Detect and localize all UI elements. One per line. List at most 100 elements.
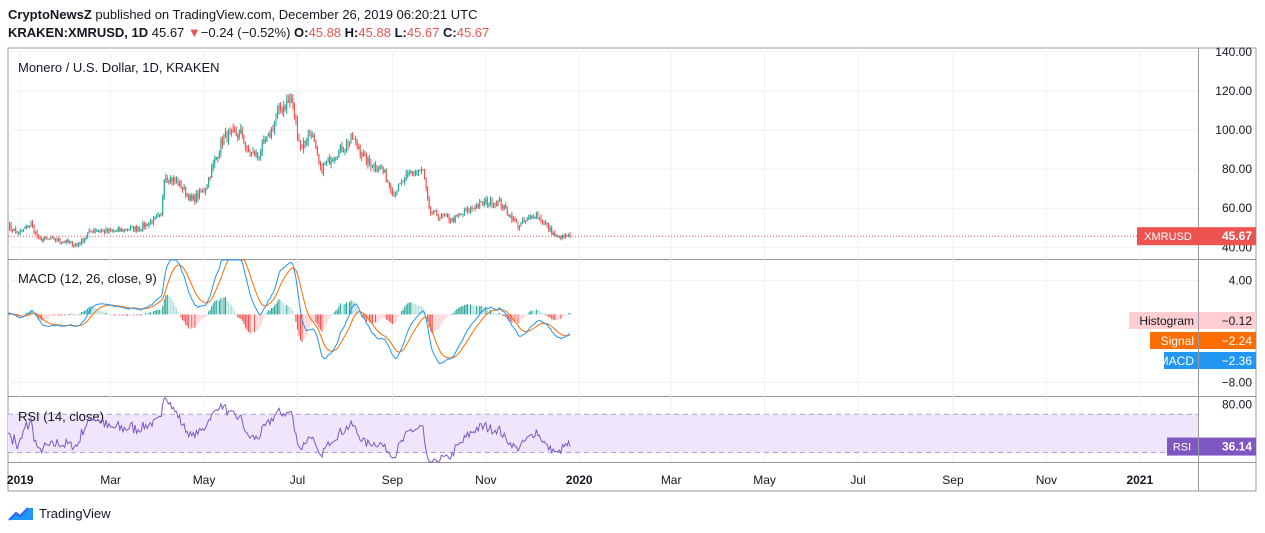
macd-value-tag xyxy=(1199,312,1256,329)
publish-line: CryptoNewsZ published on TradingView.com… xyxy=(8,7,477,22)
candle-body xyxy=(88,230,90,234)
macd-histogram-bar xyxy=(322,314,325,330)
macd-histogram-bar xyxy=(382,314,384,319)
last-price: 45.67 xyxy=(151,25,185,40)
macd-histogram-bar xyxy=(261,314,263,322)
candle-body xyxy=(499,199,501,201)
macd-histogram-bar xyxy=(336,309,338,315)
price-axis-tick-label: 60.00 xyxy=(1222,201,1252,215)
macd-legend-name-tag xyxy=(1129,312,1198,329)
candle-body xyxy=(341,145,343,153)
candle-body xyxy=(378,169,380,171)
macd-histogram-bar xyxy=(445,314,447,318)
candle-body xyxy=(335,158,337,160)
candle-body xyxy=(569,234,571,237)
macd-histogram-bar xyxy=(85,309,87,315)
macd-histogram-bar xyxy=(188,314,190,329)
candle-body xyxy=(96,230,98,232)
macd-histogram-bar xyxy=(448,314,450,316)
candle-body xyxy=(275,117,277,123)
candle-body xyxy=(548,224,550,231)
candle-body xyxy=(361,155,363,157)
candle-body xyxy=(399,183,401,185)
candle-body xyxy=(16,231,18,234)
candle-body xyxy=(370,162,372,168)
macd-histogram-bar xyxy=(563,314,565,317)
macd-histogram-bar xyxy=(87,308,89,315)
macd-histogram-bar xyxy=(277,301,279,315)
last-price-symbol-label: XMRUSD xyxy=(1144,231,1192,243)
candle-body xyxy=(131,226,133,228)
candle-body xyxy=(492,205,495,207)
candle-body xyxy=(561,234,563,240)
candle-body xyxy=(231,129,233,132)
macd-histogram-bar xyxy=(486,309,488,315)
candle-body xyxy=(301,147,303,149)
macd-histogram-bar xyxy=(356,307,358,315)
macd-histogram-bar xyxy=(24,314,26,316)
macd-histogram-bar xyxy=(231,305,233,315)
macd-histogram-bar xyxy=(99,310,101,315)
candle-body xyxy=(298,136,300,142)
macd-histogram-bar xyxy=(218,300,220,315)
candle-body xyxy=(424,169,426,180)
candle-body xyxy=(77,244,79,246)
candle-body xyxy=(162,197,164,215)
macd-histogram-bar xyxy=(273,305,276,315)
x-axis-tick-label: Jul xyxy=(290,473,305,487)
candle-body xyxy=(381,166,383,169)
macd-histogram-bar xyxy=(393,314,395,324)
candle-body xyxy=(93,230,95,232)
macd-histogram-bar xyxy=(500,314,502,316)
candle-body xyxy=(85,236,87,239)
macd-histogram-bar xyxy=(123,314,125,316)
macd-histogram-bar xyxy=(344,303,346,315)
macd-histogram-bar xyxy=(25,312,27,315)
brand-name: TradingView xyxy=(39,505,111,521)
candle-body xyxy=(28,225,30,228)
candle-body xyxy=(218,152,220,158)
macd-histogram-bar xyxy=(257,314,259,330)
candle-body xyxy=(336,157,338,159)
macd-histogram-bar xyxy=(497,313,499,315)
candle-body xyxy=(189,195,191,201)
candle-body xyxy=(41,237,43,242)
macd-histogram-bar xyxy=(51,314,53,316)
macd-histogram-bar xyxy=(263,314,265,318)
candle-body xyxy=(174,178,176,182)
candle-body xyxy=(209,177,211,179)
macd-histogram-bar xyxy=(160,310,162,315)
macd-histogram-bar xyxy=(177,311,179,315)
macd-histogram-bar xyxy=(442,314,444,322)
macd-histogram-bar xyxy=(19,314,21,317)
candle-body xyxy=(529,216,531,218)
candle-body xyxy=(558,235,560,237)
macd-histogram-bar xyxy=(145,313,147,315)
macd-histogram-bar xyxy=(162,306,164,315)
rsi-band xyxy=(8,414,1198,453)
macd-histogram-bar xyxy=(102,311,104,315)
macd-histogram-bar xyxy=(71,314,73,316)
macd-histogram-bar xyxy=(306,314,308,336)
candle-body xyxy=(347,142,349,146)
brand[interactable]: TradingView xyxy=(8,505,111,521)
macd-histogram-bar xyxy=(494,313,496,315)
macd-histogram-bar xyxy=(77,314,79,316)
macd-histogram-bar xyxy=(518,314,521,323)
macd-histogram-bar xyxy=(47,314,49,319)
publisher-name[interactable]: CryptoNewsZ xyxy=(8,7,92,22)
candle-body xyxy=(431,213,433,215)
macd-legend-name-tag xyxy=(1150,332,1198,349)
macd-histogram-bar xyxy=(440,314,442,325)
macd-histogram-bar xyxy=(453,313,455,315)
macd-histogram-bar xyxy=(206,314,208,316)
candle-body xyxy=(269,133,271,138)
candle-body xyxy=(468,208,470,212)
macd-histogram-bar xyxy=(84,310,86,315)
macd-histogram-bar xyxy=(529,311,531,315)
macd-histogram-bar xyxy=(290,308,292,315)
macd-histogram-bar xyxy=(416,304,418,315)
macd-legend-name: Signal xyxy=(1161,334,1194,348)
x-axis-tick-label: May xyxy=(753,473,776,487)
